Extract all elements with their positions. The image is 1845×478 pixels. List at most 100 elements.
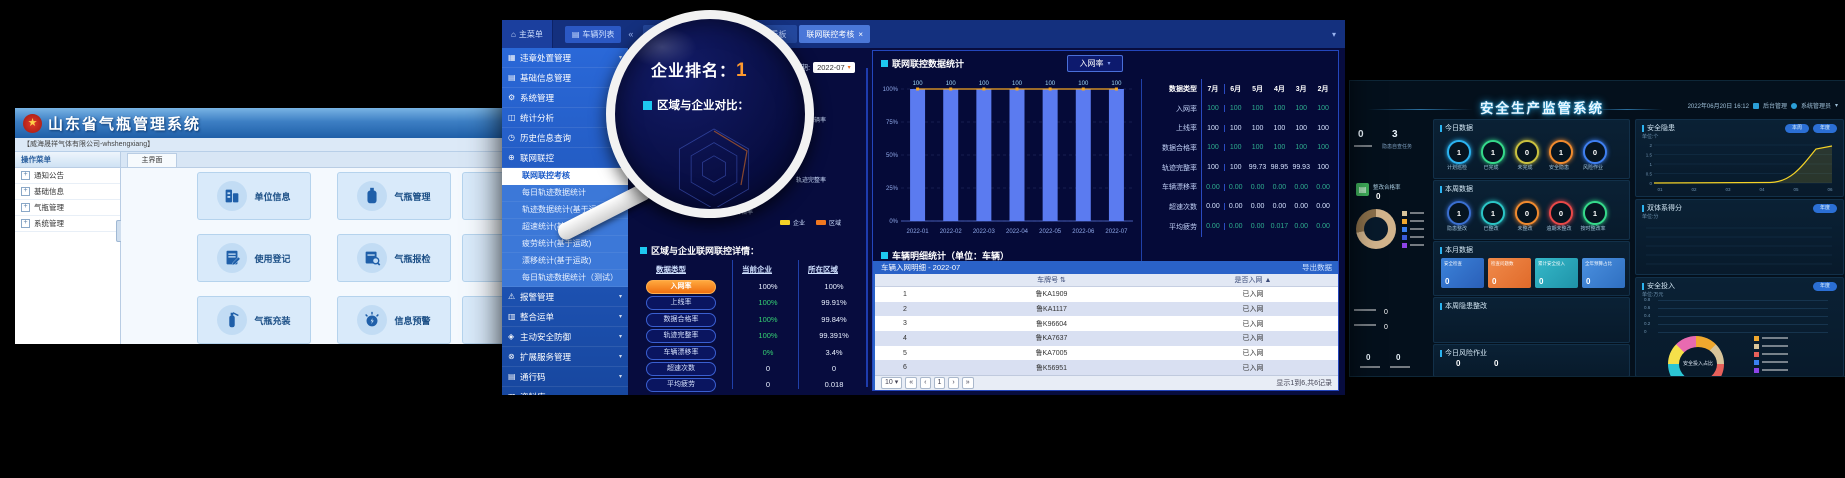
month-col-header: 3月 xyxy=(1295,85,1307,93)
stat-card-累计安全投入[interactable]: 累计安全投入 0 xyxy=(1535,258,1578,288)
detail-row-轨迹完整率: 轨迹完整率 100% 99.391% xyxy=(628,329,866,344)
metric-select[interactable]: 入网率 ▾ xyxy=(1067,55,1123,72)
main-menu-button[interactable]: ⌂ 主菜单 xyxy=(502,20,553,48)
range-button-年度[interactable]: 年度 xyxy=(1813,124,1837,133)
menu-group-主动安全防御[interactable]: ◈ 主动安全防御 ▾ xyxy=(502,327,628,347)
vehicle-row[interactable]: 3 鲁K96604 已入网 xyxy=(875,316,1338,332)
expand-icon[interactable]: + xyxy=(21,203,30,212)
radar-legend-label[interactable]: 企业 xyxy=(793,219,805,227)
legend-swatch xyxy=(1402,242,1407,248)
metric-button-车辆漂移率[interactable]: 车辆漂移率 xyxy=(646,345,716,360)
detail-row-入网率: 入网率 100% 100% xyxy=(628,280,866,294)
menu-group-通行码[interactable]: ▤ 通行码 ▾ xyxy=(502,367,628,387)
tile-使用登记[interactable]: 使用登记 xyxy=(197,234,311,282)
metric-button-超速次数[interactable]: 超速次数 xyxy=(646,362,716,376)
stat-card-安全检查[interactable]: 安全检查 0 xyxy=(1441,258,1484,288)
metric-button-轨迹完整率[interactable]: 轨迹完整率 xyxy=(646,329,716,344)
header-label: 本周隐患整改 xyxy=(1445,303,1487,310)
menu-item-漂移统计(基于运政)[interactable]: 漂移统计(基于运政) xyxy=(502,253,628,270)
vehicle-row[interactable]: 5 鲁KA7005 已入网 xyxy=(875,345,1338,361)
metric-button-平均疲劳[interactable]: 平均疲劳 xyxy=(646,378,716,393)
month-value: 100 xyxy=(1273,105,1286,113)
current-page-box[interactable]: 1 xyxy=(933,377,946,389)
close-icon[interactable]: × xyxy=(858,29,864,39)
vehicle-list-button[interactable]: ▤ 车辆列表 xyxy=(564,25,622,43)
collapse-sidebar-icon[interactable]: « xyxy=(628,29,634,39)
vehicle-row[interactable]: 6 鲁K56951 已入网 xyxy=(875,360,1338,376)
metric-button-数据合格率[interactable]: 数据合格率 xyxy=(646,312,716,327)
prev-page-button[interactable]: ‹ xyxy=(920,377,931,389)
tab-label: 联网联控考核 xyxy=(806,29,855,39)
menu-item-疲劳统计(基于运政)[interactable]: 疲劳统计(基于运政) xyxy=(502,236,628,253)
user-menu[interactable]: 系统管理员 xyxy=(1800,104,1831,110)
menu-group-违章处置管理[interactable]: ▦ 违章处置管理 ▾ xyxy=(502,48,628,68)
expand-icon[interactable]: + xyxy=(21,171,30,180)
sidebar-item-基础信息[interactable]: + 基础信息 xyxy=(15,184,120,200)
svg-text:100: 100 xyxy=(1111,81,1122,87)
legend-label-dash xyxy=(1410,212,1424,214)
tile-wrench-icon[interactable] xyxy=(462,234,507,282)
plate-number: 鲁KA1117 xyxy=(1036,306,1067,313)
admin-link[interactable]: 后台管理 xyxy=(1762,104,1787,110)
radar-legend-label[interactable]: 区域 xyxy=(829,219,841,227)
range-button-年度[interactable]: 年度 xyxy=(1813,204,1837,213)
gauge-逾期未整改: 0 xyxy=(1549,201,1573,225)
date-picker[interactable]: 2022-07 ▾ xyxy=(813,62,855,73)
tabs-more-icon[interactable]: ▾ xyxy=(1331,29,1336,39)
strip-stat-label: 隐患自查任务 xyxy=(1382,144,1413,150)
page-size-select[interactable]: 10 ▾ xyxy=(881,377,903,389)
header-accent xyxy=(1642,282,1644,290)
sidebar-item-气瓶管理[interactable]: + 气瓶管理 xyxy=(15,200,120,216)
chevron-down-icon[interactable]: ▾ xyxy=(1834,103,1838,109)
first-page-button[interactable]: « xyxy=(905,377,918,389)
menu-group-扩展服务管理[interactable]: ⊗ 扩展服务管理 ▾ xyxy=(502,347,628,367)
menu-item-每日轨迹数据统计（测试）[interactable]: 每日轨迹数据统计（测试） xyxy=(502,270,628,287)
last-page-button[interactable]: » xyxy=(961,377,974,389)
gauge-已整改: 1 xyxy=(1481,201,1505,225)
menu-group-联网联控[interactable]: ⊕联网联控▴ xyxy=(502,148,628,168)
tab-main-view[interactable]: 主界面 xyxy=(127,153,177,167)
metric-button-入网率[interactable]: 入网率 xyxy=(646,280,716,294)
menu-group-报警管理[interactable]: ⚠ 报警管理 ▾ xyxy=(502,287,628,307)
chevron-icon: ▾ xyxy=(619,393,622,395)
svg-text:100: 100 xyxy=(1012,81,1023,87)
vehicle-row[interactable]: 2 鲁KA1117 已入网 xyxy=(875,301,1338,317)
menu-group-系统管理[interactable]: ⚙ 系统管理 xyxy=(502,88,628,108)
vehicle-row[interactable]: 4 鲁KA7637 已入网 xyxy=(875,331,1338,346)
stat-card-全年预算占比[interactable]: 全年预算占比 0 xyxy=(1582,258,1625,288)
legend-swatch xyxy=(1402,210,1407,216)
vehicle-row[interactable]: 1 鲁KA1909 已入网 xyxy=(875,287,1338,302)
range-button-本周[interactable]: 本周 xyxy=(1785,124,1809,133)
score-panel: 双体系得分 单位:分 年度 xyxy=(1635,199,1844,275)
menu-group-整合运单[interactable]: ▥ 整合运单 ▾ xyxy=(502,307,628,327)
strip-row: 0 xyxy=(1354,301,1388,319)
export-data-button[interactable]: 导出数据 xyxy=(1302,263,1332,272)
expand-icon[interactable]: + xyxy=(21,219,30,228)
tile-气瓶报检[interactable]: 气瓶报检 xyxy=(337,234,451,282)
menu-group-label: 通行码 xyxy=(520,371,546,382)
range-button-年度[interactable]: 年度 xyxy=(1813,282,1837,291)
month-value: 0.00 xyxy=(1250,203,1265,211)
tab-联网联控考核[interactable]: 联网联控考核 × xyxy=(799,25,871,43)
tile-user-icon[interactable] xyxy=(462,172,507,220)
today-box: 今日数据 1 计划巡检 1 已完成 0 未完成 1 安全隐患 0 风险作业 xyxy=(1433,119,1630,179)
next-page-button[interactable]: › xyxy=(948,377,959,389)
tile-chart-icon[interactable] xyxy=(462,296,507,344)
gauge-label: 已整改 xyxy=(1483,226,1499,232)
sidebar-item-系统管理[interactable]: + 系统管理 xyxy=(15,216,120,232)
menu-item-联网联控考核[interactable]: 联网联控考核 xyxy=(502,168,628,185)
menu-item-每日轨迹数据统计[interactable]: 每日轨迹数据统计 xyxy=(502,185,628,202)
metric-button-上线率[interactable]: 上线率 xyxy=(646,296,716,311)
expand-icon[interactable]: + xyxy=(21,187,30,196)
sidebar-item-通知公告[interactable]: + 通知公告 xyxy=(15,168,120,184)
plate-column-header[interactable]: 车牌号 ⇅ xyxy=(1037,277,1066,284)
menu-group-资料库[interactable]: ▧资料库▾ xyxy=(502,387,628,396)
stat-card-检查问题数[interactable]: 检查问题数 0 xyxy=(1488,258,1531,288)
tile-信息预警[interactable]: 信息预警 xyxy=(337,296,451,344)
tile-气瓶充装[interactable]: 气瓶充装 xyxy=(197,296,311,344)
menu-group-label: 整合运单 xyxy=(520,311,555,322)
tile-气瓶管理[interactable]: 气瓶管理 xyxy=(337,172,451,220)
status-column-header[interactable]: 是否入网 ▲ xyxy=(1234,277,1272,284)
donut-center-label: 安全投入占比 xyxy=(1679,347,1717,376)
tile-单位信息[interactable]: 单位信息 xyxy=(197,172,311,220)
